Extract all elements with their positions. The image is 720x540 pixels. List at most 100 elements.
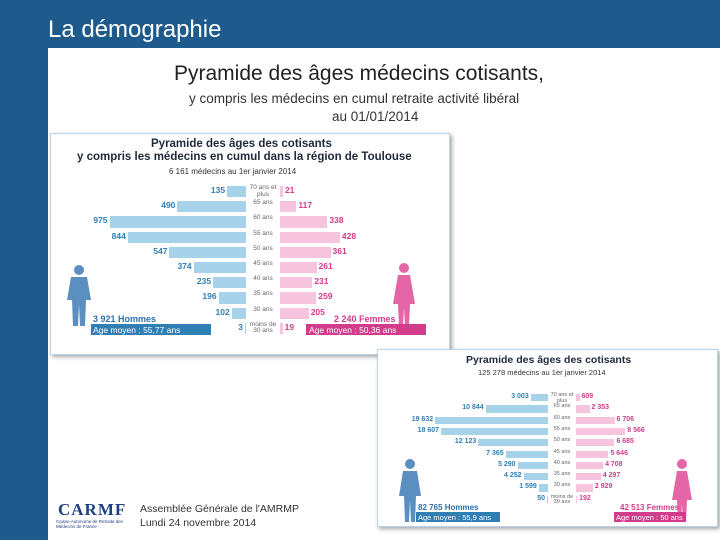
bar-men <box>485 405 548 413</box>
bar-men <box>177 201 246 213</box>
value-men: 7 365 <box>486 449 504 457</box>
bar-men <box>218 292 246 304</box>
value-women: 2 353 <box>591 404 610 412</box>
bar-men <box>530 394 548 402</box>
woman-icon <box>672 459 692 522</box>
slide-subtitle: y compris les médecins en cumul retraite… <box>189 91 520 106</box>
age-label: 40 ans <box>253 275 273 283</box>
panel1-men-total: 3 921 Hommes <box>93 314 157 324</box>
carmf-logo: CARMF <box>58 500 127 519</box>
bar-women <box>576 450 609 458</box>
bar-women <box>280 231 340 243</box>
panel2-subtitle: 125 278 médecins au 1er janvier 2014 <box>478 368 606 377</box>
age-label: 35 ans <box>253 290 273 298</box>
bar-women <box>576 495 578 503</box>
value-women: 5 646 <box>610 449 628 457</box>
value-women: 117 <box>298 200 313 211</box>
panel1-subtitle: 6 161 médecins au 1er janvier 2014 <box>169 167 297 176</box>
age-label: 70 ans et plus <box>249 184 277 198</box>
age-label: moins de 30 ans <box>249 320 277 335</box>
value-women: 192 <box>579 494 591 502</box>
slide-date: au 01/01/2014 <box>332 109 419 124</box>
bar-women <box>280 322 283 334</box>
age-label: 70 ans et plus <box>550 392 574 404</box>
age-label: 45 ans <box>553 448 571 455</box>
value-women: 8 566 <box>627 426 645 434</box>
panel2-women-avg: Age moyen : 50 ans <box>616 513 683 522</box>
panel2-women-total: 42 513 Femmes <box>620 503 680 512</box>
bar-men <box>169 246 246 258</box>
value-women: 2 929 <box>594 483 613 491</box>
age-label: 40 ans <box>553 459 571 466</box>
value-women: 4 708 <box>605 460 623 468</box>
value-men: 10 844 <box>462 404 484 412</box>
bar-women <box>280 201 297 213</box>
bar-women <box>280 292 317 304</box>
bar-men <box>435 416 548 424</box>
bar-women <box>280 246 331 258</box>
woman-icon <box>393 263 415 326</box>
footer-text: Assemblée Générale de l'AMRMP Lundi 24 n… <box>140 502 299 530</box>
panel2-men-avg-bg <box>416 512 500 522</box>
bar-men <box>547 495 548 503</box>
man-icon <box>67 265 91 326</box>
value-men: 844 <box>111 230 126 241</box>
value-men: 1 599 <box>519 483 537 491</box>
value-women: 361 <box>332 245 347 256</box>
bar-women <box>280 262 317 274</box>
value-women: 609 <box>581 393 594 400</box>
bar-men <box>245 322 246 334</box>
age-label: 60 ans <box>553 414 571 421</box>
value-men: 18 607 <box>417 426 440 434</box>
pyramid-national-panel: Pyramide des âges des cotisants 125 278 … <box>377 349 718 527</box>
value-men: 975 <box>93 215 108 226</box>
value-men: 19 632 <box>411 415 434 423</box>
header-bar <box>0 0 720 48</box>
age-label: 50 ans <box>253 244 273 252</box>
bar-men <box>127 231 246 243</box>
value-women: 261 <box>318 261 333 271</box>
man-icon <box>399 459 421 522</box>
age-label: 30 ans <box>553 482 571 489</box>
carmf-logo-tagline: Caisse Autonome de Retraite des Médecins… <box>56 519 124 529</box>
bar-men <box>523 473 548 481</box>
bar-men <box>505 450 548 458</box>
bar-men <box>227 186 246 198</box>
footer-line2: Lundi 24 novembre 2014 <box>140 517 257 530</box>
age-label: moins de 30 ans <box>550 493 574 506</box>
value-women: 338 <box>329 215 344 226</box>
bar-women <box>280 277 313 289</box>
value-men: 490 <box>161 200 176 211</box>
value-women: 205 <box>310 306 325 317</box>
value-men: 235 <box>196 276 212 287</box>
value-women: 4 297 <box>602 472 621 480</box>
age-label: 45 ans <box>253 260 273 267</box>
value-men: 374 <box>177 261 192 271</box>
panel1-women-avg: Age moyen : 50,36 ans <box>309 325 397 335</box>
bar-women <box>576 484 593 492</box>
value-men: 4 252 <box>504 472 522 480</box>
value-men: 3 <box>238 321 243 332</box>
bar-men <box>538 484 548 492</box>
bar-men <box>193 262 246 274</box>
age-label: 55 ans <box>553 425 571 432</box>
panel1-title2: y compris les médecins en cumul dans la … <box>77 151 412 163</box>
bar-women <box>280 186 283 198</box>
slide-title: Pyramide des âges médecins cotisants, <box>174 62 545 85</box>
panel2-women-avg-bg <box>614 512 686 522</box>
value-women: 19 <box>284 321 295 332</box>
pyramid-toulouse-panel: Pyramide des âges des cotisants y compri… <box>50 133 450 355</box>
age-label: 60 ans <box>253 214 273 222</box>
bar-men <box>441 427 548 436</box>
age-label: 30 ans <box>253 305 273 313</box>
value-women: 231 <box>314 276 329 287</box>
bar-women <box>280 307 309 319</box>
value-men: 135 <box>210 185 226 195</box>
bar-women <box>280 216 328 228</box>
age-label: 50 ans <box>553 437 571 444</box>
age-label: 65 ans <box>253 199 273 207</box>
panel1-men-avg: Age moyen : 55,77 ans <box>93 325 181 335</box>
bar-men <box>109 216 246 228</box>
value-women: 6 706 <box>616 415 635 423</box>
value-men: 50 <box>537 494 545 502</box>
